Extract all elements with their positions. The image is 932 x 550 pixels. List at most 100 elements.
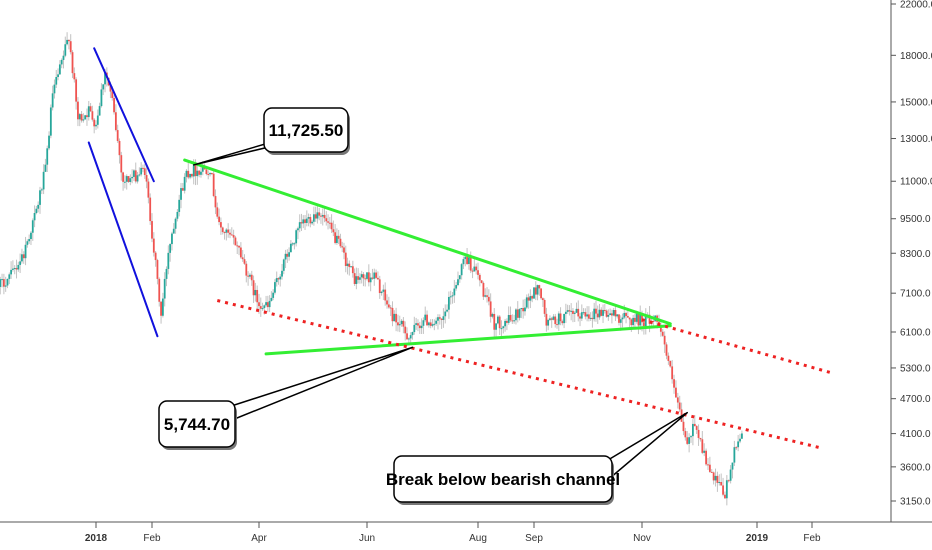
candle-body [708, 464, 711, 472]
trendline-blue-upper [93, 47, 155, 183]
candle [1, 273, 3, 288]
candle-body [634, 317, 636, 322]
candle [169, 243, 172, 262]
candle-body [561, 321, 564, 324]
candle-body [386, 300, 388, 305]
candle-body [183, 176, 186, 191]
candle-body [167, 252, 170, 269]
candle-body [635, 314, 638, 322]
candle [504, 318, 506, 332]
candle [489, 293, 492, 323]
candle [564, 303, 567, 324]
candle-body [266, 302, 269, 308]
candle [733, 440, 736, 467]
candle [91, 105, 94, 122]
candle-body [591, 317, 594, 320]
candle [293, 242, 296, 250]
candle [637, 313, 640, 335]
candle-body [127, 176, 130, 182]
candle-body [48, 135, 50, 149]
candle-body [209, 173, 211, 175]
candle-body [357, 276, 360, 280]
candle [298, 214, 301, 233]
candle [618, 314, 620, 326]
candle-body [291, 243, 294, 245]
candle-body [57, 74, 59, 78]
candle-body [295, 230, 298, 244]
candle [98, 102, 101, 116]
candle [418, 321, 421, 334]
candle [205, 168, 208, 176]
candle-body [351, 266, 354, 274]
candle [297, 226, 299, 240]
candle [256, 285, 259, 310]
candle [506, 318, 508, 331]
price-axis[interactable]: 3150.0 3600.0 4100.0 4700.0 5300.0 6100.0 7100… [891, 0, 932, 508]
candle [563, 313, 565, 329]
candle-body [598, 309, 601, 318]
candle-body [500, 328, 503, 330]
candle-body [580, 312, 583, 319]
candle [26, 239, 29, 248]
candle [201, 161, 204, 176]
candle [688, 433, 691, 453]
candle [693, 415, 696, 427]
candle [320, 213, 322, 224]
candle-body [218, 216, 221, 223]
candle [138, 167, 141, 177]
candle-body [600, 309, 603, 316]
candle-body [623, 312, 626, 318]
candle [118, 138, 121, 164]
candle [382, 284, 385, 301]
candle [133, 169, 135, 181]
candle [496, 314, 499, 325]
candle-body [513, 320, 516, 322]
candle-body [427, 322, 430, 326]
candle-body [504, 320, 506, 327]
price-tick: 13000.0 [891, 134, 932, 145]
candle [64, 36, 67, 58]
callout: 11,725.50 [192, 107, 350, 166]
candle [424, 306, 427, 323]
candle [720, 473, 723, 486]
candle [21, 248, 23, 264]
candle [357, 268, 360, 284]
candle-body [284, 253, 287, 260]
candle [366, 272, 368, 281]
candle-body [515, 309, 517, 321]
candle [438, 314, 441, 325]
time-axis[interactable]: 2018 Feb Apr Jun Aug Sep Nov 2019 Feb [85, 522, 821, 544]
time-tick: Sep [525, 522, 543, 544]
candle-body [4, 285, 7, 287]
candle [214, 189, 217, 215]
candle [603, 304, 606, 314]
candle [82, 113, 85, 123]
candle [2, 273, 5, 295]
candle-body [389, 307, 392, 309]
candle-body [152, 238, 155, 253]
price-tick: 8300.0 [891, 249, 931, 260]
candle [344, 245, 347, 273]
candle-body [181, 188, 184, 191]
candle-body [417, 323, 419, 326]
candle-body [545, 313, 548, 326]
candle-body [120, 155, 123, 173]
candle [686, 431, 689, 446]
candle-body [400, 320, 403, 325]
candle-body [724, 494, 726, 499]
candle [53, 79, 56, 99]
candle-body [518, 309, 521, 318]
candle-body [442, 316, 445, 320]
candle-body [334, 232, 337, 243]
candle [152, 232, 155, 257]
candle [703, 443, 706, 457]
price-tick-label: 22000.0 [900, 0, 932, 11]
candle [587, 306, 590, 322]
candle [210, 172, 213, 176]
candle-body [328, 222, 331, 224]
candle-body [377, 277, 379, 280]
candle [559, 307, 562, 326]
candle [46, 145, 49, 173]
candle [708, 456, 711, 473]
